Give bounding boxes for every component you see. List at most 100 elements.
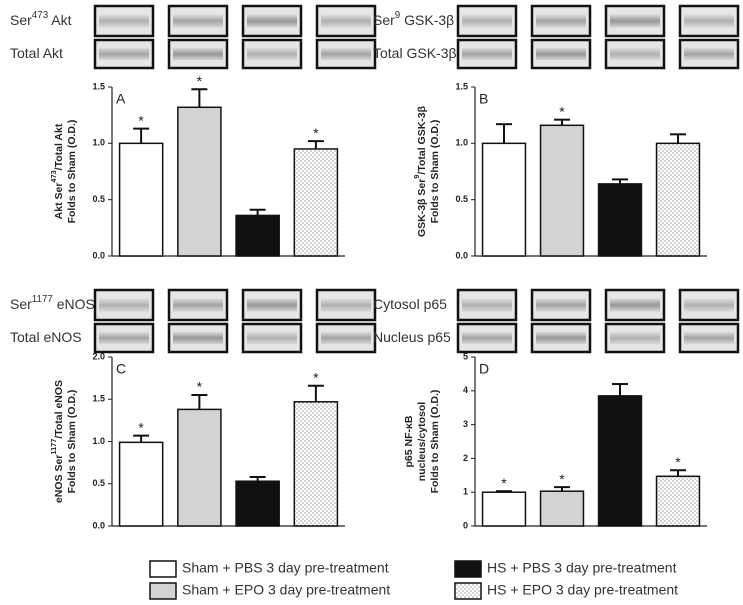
label-part: Folds to Sham (O.D.) bbox=[429, 120, 441, 224]
y-tick-label: 0.0 bbox=[455, 250, 468, 260]
blot-band bbox=[247, 14, 297, 28]
label-part: p65 NF-κB bbox=[403, 415, 415, 467]
y-tick-label: 1.0 bbox=[92, 436, 105, 446]
blot-band bbox=[99, 331, 149, 345]
blot-band bbox=[247, 47, 297, 61]
y-tick-label: 1.5 bbox=[455, 81, 468, 91]
legend-label: Sham + PBS 3 day pre-treatment bbox=[182, 560, 389, 576]
y-axis-label: nucleus/cytosol bbox=[416, 402, 428, 481]
bar bbox=[177, 408, 222, 527]
bar bbox=[597, 395, 643, 527]
y-tick-label: 1.0 bbox=[92, 138, 105, 148]
significance-mark: * bbox=[197, 73, 203, 89]
y-tick-label: 0.5 bbox=[92, 194, 105, 204]
blot-band bbox=[536, 14, 586, 28]
blot-label: Ser1177 eNOS bbox=[10, 294, 95, 312]
significance-mark: * bbox=[559, 103, 565, 119]
legend-swatch bbox=[454, 560, 482, 578]
legend-swatch bbox=[454, 582, 482, 600]
superscript: 1177 bbox=[32, 294, 53, 305]
y-tick-label: 1 bbox=[463, 487, 468, 497]
significance-mark: * bbox=[138, 112, 144, 128]
label-part: Folds to Sham (O.D.) bbox=[429, 390, 441, 494]
label-part: Folds to Sham (O.D.) bbox=[66, 120, 78, 224]
significance-mark: * bbox=[501, 475, 507, 491]
blot-band bbox=[247, 331, 297, 345]
bar bbox=[293, 148, 339, 257]
bar bbox=[597, 183, 643, 257]
superscript: 473 bbox=[49, 170, 58, 182]
blot-band bbox=[173, 298, 223, 312]
blot-band bbox=[684, 331, 734, 345]
panel-letter: D bbox=[479, 361, 489, 377]
bar bbox=[293, 401, 339, 527]
label-part: GSK-3β Ser bbox=[416, 179, 428, 237]
blot-band bbox=[173, 14, 223, 28]
blot-band bbox=[247, 298, 297, 312]
superscript: 473 bbox=[32, 10, 49, 21]
blot-band bbox=[462, 298, 512, 312]
y-tick-label: 1.5 bbox=[92, 394, 105, 404]
y-tick-label: 2.0 bbox=[92, 351, 105, 361]
blot-band bbox=[610, 331, 660, 345]
legend-label: HS + EPO 3 day pre-treatment bbox=[487, 582, 678, 598]
blot-band bbox=[99, 14, 149, 28]
legend-label: Sham + EPO 3 day pre-treatment bbox=[182, 582, 390, 598]
bar bbox=[481, 142, 527, 257]
label-part: Akt bbox=[48, 12, 71, 28]
blot-band bbox=[321, 14, 371, 28]
label-part: /Total eNOS bbox=[53, 380, 65, 439]
blot-band bbox=[684, 47, 734, 61]
y-axis-label: eNOS Ser1177/Total eNOS bbox=[49, 380, 64, 503]
label-part: Folds to Sham (O.D.) bbox=[66, 390, 78, 494]
y-tick-label: 4 bbox=[463, 385, 468, 395]
legend-swatch bbox=[149, 582, 177, 600]
label-part: Akt Ser bbox=[53, 183, 65, 220]
blot-label: Total eNOS bbox=[10, 329, 82, 345]
significance-mark: * bbox=[197, 379, 203, 395]
blot-band bbox=[462, 331, 512, 345]
panel-letter: B bbox=[479, 91, 488, 107]
blot-band bbox=[173, 331, 223, 345]
label-part: Ser bbox=[10, 12, 32, 28]
y-axis-label: GSK-3β Ser9/Total GSK-3β bbox=[412, 105, 427, 237]
blot-band bbox=[610, 47, 660, 61]
significance-mark: * bbox=[138, 419, 144, 435]
blot-band bbox=[99, 47, 149, 61]
blot-band bbox=[462, 14, 512, 28]
y-tick-label: 1.0 bbox=[455, 138, 468, 148]
legend-label: HS + PBS 3 day pre-treatment bbox=[487, 560, 677, 576]
blot-band bbox=[610, 14, 660, 28]
blot-band bbox=[684, 298, 734, 312]
label-part: nucleus/cytosol bbox=[416, 402, 428, 481]
y-tick-label: 0.5 bbox=[455, 194, 468, 204]
bar bbox=[235, 214, 280, 257]
superscript: 9 bbox=[412, 175, 421, 179]
y-axis-label: p65 NF-κB bbox=[403, 415, 415, 467]
label-part: Ser bbox=[10, 296, 32, 312]
legend-swatch bbox=[149, 560, 177, 578]
y-axis-label: Folds to Sham (O.D.) bbox=[429, 120, 441, 224]
blot-band bbox=[99, 298, 149, 312]
y-tick-label: 0.0 bbox=[92, 520, 105, 530]
blot-band bbox=[321, 47, 371, 61]
y-tick-label: 0 bbox=[463, 520, 468, 530]
blot-label: Nucleus p65 bbox=[373, 329, 451, 345]
label-part: /Total Akt bbox=[53, 123, 65, 170]
bar bbox=[177, 106, 222, 257]
blot-label: Total Akt bbox=[10, 45, 63, 61]
blot-band bbox=[321, 331, 371, 345]
superscript: 9 bbox=[395, 10, 400, 21]
bar bbox=[481, 491, 527, 527]
y-tick-label: 3 bbox=[463, 419, 468, 429]
blot-band bbox=[536, 298, 586, 312]
y-tick-label: 5 bbox=[463, 351, 468, 361]
bar bbox=[118, 142, 164, 257]
label-part: Total GSK-3β bbox=[373, 45, 457, 61]
blot-band bbox=[536, 47, 586, 61]
significance-mark: * bbox=[675, 454, 681, 470]
label-part: /Total GSK-3β bbox=[416, 105, 428, 174]
bar bbox=[235, 480, 280, 527]
blot-label: Ser473 Akt bbox=[10, 10, 72, 28]
